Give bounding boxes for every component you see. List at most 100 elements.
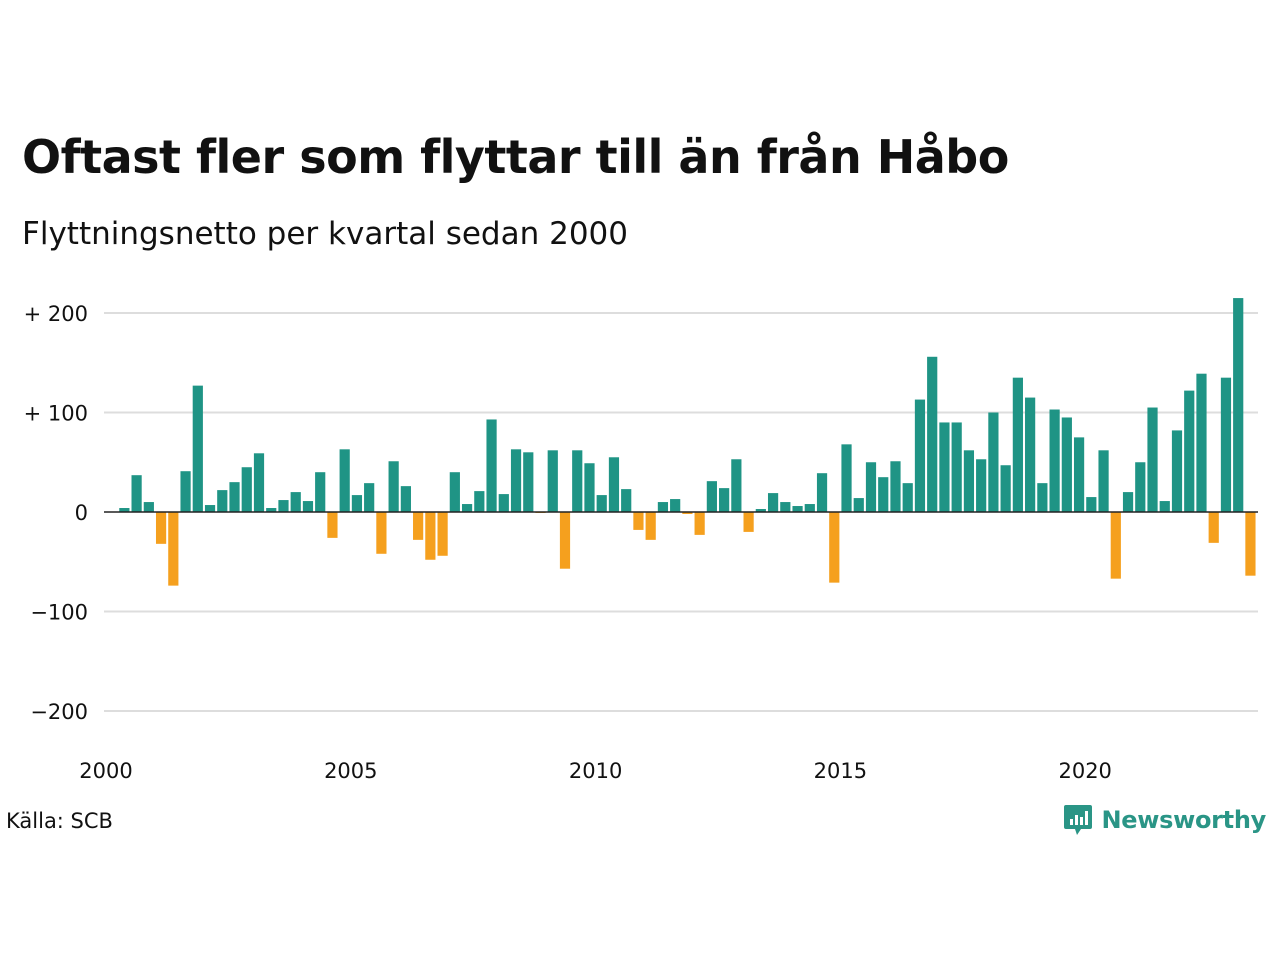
bar	[425, 512, 436, 560]
bar	[1147, 407, 1158, 512]
bar	[290, 492, 301, 512]
bar	[1037, 483, 1048, 512]
bar	[1025, 397, 1036, 512]
bar	[951, 422, 962, 512]
bar	[1245, 512, 1256, 576]
bar	[315, 472, 326, 512]
bar	[155, 512, 167, 544]
bar	[229, 482, 240, 512]
x-tick-label: 2020	[1058, 759, 1111, 783]
x-tick-label: 2015	[814, 759, 867, 783]
bar	[1171, 430, 1183, 512]
bar	[902, 483, 913, 512]
bar	[719, 488, 730, 512]
y-axis: + 200 + 100 0 −100 −200	[24, 302, 88, 724]
bar	[890, 461, 901, 512]
bar	[731, 459, 742, 512]
bar	[841, 444, 852, 512]
bar	[388, 461, 399, 512]
bar	[327, 512, 338, 538]
bar	[217, 490, 228, 512]
bar	[1110, 512, 1121, 579]
bar	[523, 452, 534, 512]
bar	[204, 505, 216, 512]
bar	[241, 467, 252, 512]
bar	[927, 356, 938, 512]
bar	[878, 477, 889, 512]
bar	[1086, 497, 1097, 512]
bar	[596, 495, 607, 512]
x-tick-label: 2000	[79, 759, 132, 783]
bar	[767, 493, 779, 512]
bar	[645, 512, 656, 540]
bar	[180, 471, 191, 512]
bar	[339, 449, 350, 512]
bar	[131, 475, 142, 512]
bar	[486, 419, 497, 512]
bar	[302, 501, 314, 512]
bar	[278, 500, 289, 512]
bar	[400, 486, 411, 512]
bar	[608, 457, 620, 512]
y-tick-label: 0	[75, 501, 88, 525]
y-tick-label: −100	[30, 601, 88, 625]
bar	[1098, 450, 1109, 512]
bar	[1196, 373, 1207, 512]
x-axis: 2000 2005 2010 2015 2020	[79, 759, 1112, 783]
y-tick-label: −200	[30, 700, 88, 724]
bar	[1049, 409, 1060, 512]
bar	[816, 473, 828, 512]
bar	[1073, 437, 1085, 512]
bar	[988, 412, 999, 512]
x-tick-label: 2005	[324, 759, 377, 783]
grid-lines	[104, 312, 1258, 712]
y-tick-label: + 200	[24, 302, 88, 326]
bar	[1159, 501, 1170, 512]
bar	[670, 499, 681, 512]
bar	[143, 502, 154, 512]
y-tick-label: + 100	[24, 402, 88, 426]
bar	[547, 450, 558, 512]
bar	[510, 449, 522, 512]
bar	[1122, 492, 1134, 512]
bar	[804, 504, 815, 512]
bar	[351, 495, 363, 512]
bar	[253, 453, 265, 512]
bar	[1233, 298, 1244, 512]
bar	[1061, 417, 1072, 512]
bar	[694, 512, 705, 535]
bar	[1135, 462, 1146, 512]
chart-title: Oftast fler som flyttar till än från Håb…	[22, 130, 1009, 184]
bar	[266, 508, 277, 512]
bar	[498, 494, 509, 512]
bar	[755, 509, 766, 512]
bar	[474, 491, 485, 512]
bar	[1184, 390, 1195, 512]
bar	[192, 385, 203, 512]
bar	[1000, 465, 1011, 512]
bar	[1012, 377, 1023, 512]
bar	[939, 422, 950, 512]
chart-subtitle: Flyttningsnetto per kvartal sedan 2000	[22, 216, 628, 252]
bar	[1208, 512, 1219, 543]
bar	[461, 504, 473, 512]
brand-logo: Newsworthy	[1063, 803, 1266, 837]
bar	[168, 512, 179, 586]
bar	[829, 512, 840, 583]
bar	[780, 502, 791, 512]
bars	[119, 298, 1256, 586]
bar	[865, 462, 877, 512]
bar	[376, 512, 387, 554]
chart-speech-bubble-icon	[1064, 805, 1093, 835]
bar	[963, 450, 975, 512]
bar	[364, 483, 375, 512]
bar	[706, 481, 717, 512]
bar	[853, 498, 864, 512]
bar	[682, 512, 693, 514]
bar	[572, 450, 583, 512]
bar	[584, 463, 595, 512]
bar	[976, 459, 987, 512]
bar	[437, 512, 448, 556]
bar	[559, 512, 571, 569]
